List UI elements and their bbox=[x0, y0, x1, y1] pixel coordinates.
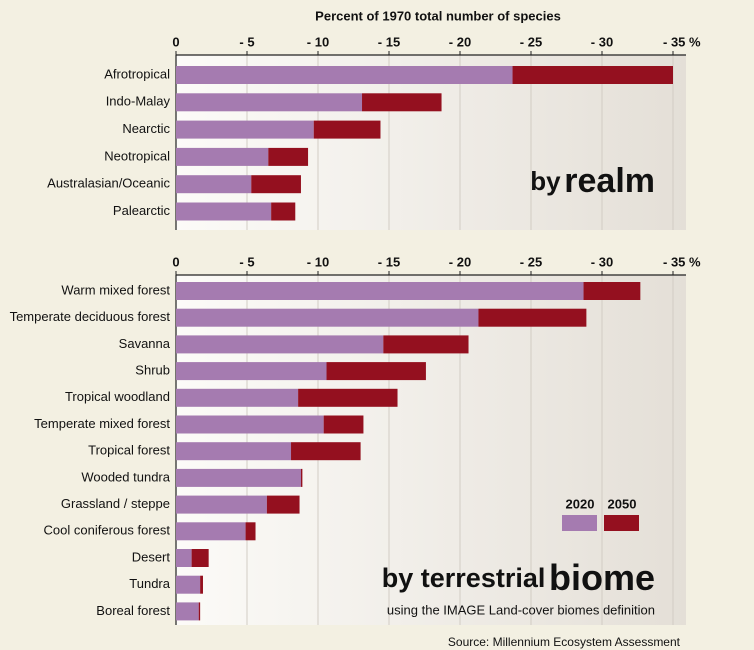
bar-segment bbox=[313, 120, 381, 139]
y-tick-label: Desert bbox=[132, 549, 171, 564]
panel-label-prefix: by terrestrial bbox=[382, 563, 546, 593]
y-tick-label: Warm mixed forest bbox=[61, 282, 170, 297]
bar-segment bbox=[176, 442, 292, 461]
x-axis-title: Percent of 1970 total number of species bbox=[315, 8, 561, 23]
source: Source: Millennium Ecosystem Assessment bbox=[448, 635, 681, 649]
x-tick-label: - 35 % bbox=[663, 34, 701, 49]
x-tick-label: - 10 bbox=[307, 254, 329, 269]
y-tick-label: Nearctic bbox=[122, 121, 170, 136]
x-tick-label: - 10 bbox=[307, 34, 329, 49]
bar-segment bbox=[326, 362, 426, 381]
bar-segment bbox=[176, 549, 192, 567]
y-tick-label: Tropical woodland bbox=[65, 389, 170, 404]
x-tick-label: - 20 bbox=[449, 254, 471, 269]
bar-segment bbox=[176, 202, 272, 221]
plot-background bbox=[176, 55, 686, 230]
bar-segment bbox=[266, 495, 300, 514]
bar-segment bbox=[291, 442, 361, 461]
bar-segment bbox=[176, 362, 327, 381]
bar-segment bbox=[176, 335, 384, 354]
bar-segment bbox=[176, 522, 246, 541]
y-tick-label: Tropical forest bbox=[88, 443, 170, 458]
bar-segment bbox=[176, 66, 513, 84]
bar-segment bbox=[383, 335, 469, 354]
x-tick-label: - 20 bbox=[449, 34, 471, 49]
x-tick-label: - 30 bbox=[591, 34, 613, 49]
bar-segment bbox=[176, 388, 299, 407]
bar-segment bbox=[176, 282, 584, 300]
bar-segment bbox=[176, 495, 267, 514]
bar-segment bbox=[512, 66, 673, 84]
y-tick-label: Indo-Malay bbox=[106, 94, 171, 109]
bar-segment bbox=[176, 308, 479, 327]
panel-label-main: realm bbox=[564, 162, 655, 200]
y-tick-label: Wooded tundra bbox=[81, 469, 170, 484]
legend-label: 2050 bbox=[608, 496, 637, 511]
bar-segment bbox=[176, 93, 363, 112]
panel-label-prefix: by bbox=[530, 166, 561, 196]
bar-segment bbox=[176, 575, 201, 594]
bar-segment bbox=[268, 147, 309, 166]
bar-segment bbox=[176, 468, 301, 487]
x-tick-label: 0 bbox=[172, 254, 179, 269]
bar-segment bbox=[176, 602, 199, 621]
bar-segment bbox=[191, 549, 209, 567]
bar-segment bbox=[176, 175, 252, 194]
y-tick-label: Boreal forest bbox=[96, 603, 170, 618]
legend-label: 2020 bbox=[566, 496, 595, 511]
x-tick-label: - 5 bbox=[239, 34, 254, 49]
bar-segment bbox=[200, 575, 203, 594]
bar-segment bbox=[478, 308, 587, 327]
bar-segment bbox=[251, 175, 301, 194]
panel-label: by terrestrial biome bbox=[382, 557, 655, 598]
legend-swatch bbox=[562, 515, 597, 531]
y-tick-label: Australasian/Oceanic bbox=[47, 176, 170, 191]
x-tick-label: 0 bbox=[172, 34, 179, 49]
legend-swatch bbox=[604, 515, 639, 531]
x-tick-label: - 30 bbox=[591, 254, 613, 269]
bar-segment bbox=[298, 388, 398, 407]
bar-segment bbox=[583, 282, 641, 300]
bar-segment bbox=[245, 522, 256, 541]
y-tick-label: Temperate mixed forest bbox=[34, 416, 170, 431]
y-tick-label: Savanna bbox=[119, 336, 171, 351]
bar-segment bbox=[176, 147, 269, 166]
x-tick-label: - 25 bbox=[520, 254, 542, 269]
bar-segment bbox=[323, 415, 364, 434]
subtitle: using the IMAGE Land-cover biomes defini… bbox=[387, 602, 655, 617]
x-tick-label: - 25 bbox=[520, 34, 542, 49]
panel-label-main: biome bbox=[549, 557, 655, 598]
x-tick-label: - 15 bbox=[378, 254, 400, 269]
bar-segment bbox=[198, 602, 201, 621]
panel-label: by realm bbox=[530, 162, 655, 200]
y-tick-label: Tundra bbox=[129, 576, 170, 591]
y-tick-label: Shrub bbox=[135, 363, 170, 378]
bar-segment bbox=[271, 202, 296, 221]
x-tick-label: - 35 % bbox=[663, 254, 701, 269]
bar-segment bbox=[362, 93, 442, 112]
y-tick-label: Cool coniferous forest bbox=[44, 523, 171, 538]
bar-segment bbox=[176, 120, 314, 139]
y-tick-label: Neotropical bbox=[104, 148, 170, 163]
y-tick-label: Afrotropical bbox=[104, 66, 170, 81]
y-tick-label: Palearctic bbox=[113, 203, 171, 218]
bar-segment bbox=[176, 415, 324, 434]
x-tick-label: - 15 bbox=[378, 34, 400, 49]
x-tick-label: - 5 bbox=[239, 254, 254, 269]
bar-segment bbox=[300, 468, 303, 487]
y-tick-label: Grassland / steppe bbox=[61, 496, 170, 511]
y-tick-label: Temperate deciduous forest bbox=[10, 309, 171, 324]
